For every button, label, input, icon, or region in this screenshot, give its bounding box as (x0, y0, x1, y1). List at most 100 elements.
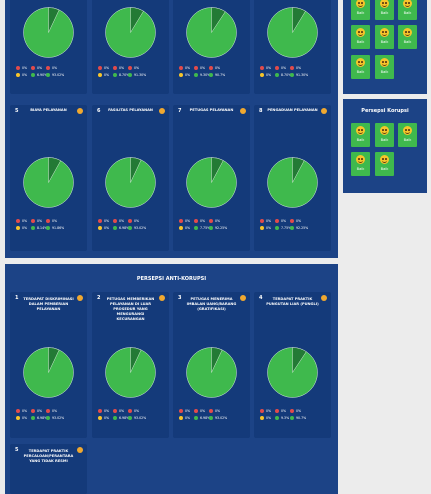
rating-tile[interactable]: Baik (351, 123, 370, 147)
legend-dot-icon (194, 415, 198, 420)
stat-value: 0% (119, 408, 125, 413)
stat-value: 0% (104, 65, 110, 70)
info-badge-icon[interactable] (240, 295, 246, 301)
pie-slice (130, 157, 142, 183)
legend-dot-icon (31, 72, 35, 77)
tile-label: Baik (380, 40, 389, 44)
rating-tile[interactable]: Baik (375, 55, 394, 79)
pie-chart (23, 347, 74, 398)
pie-slice (292, 157, 305, 183)
stat-value: 0% (104, 225, 110, 230)
rating-tile[interactable]: Baik (351, 0, 370, 20)
rating-tile[interactable]: Baik (375, 0, 394, 20)
stats-legend: 0% 0% 0% 0% 7.75% 92.25% (179, 217, 246, 231)
stat-value: 0% (22, 225, 28, 230)
info-badge-icon[interactable] (321, 295, 327, 301)
stats-row: 0% 7.75% 92.25% (179, 224, 246, 231)
stat-value: 6.98% (119, 415, 130, 420)
stat-value: 0% (22, 415, 28, 420)
stat-value: 90.7% (296, 415, 307, 420)
stat-value: 0% (281, 218, 287, 223)
legend-dot-icon (31, 65, 35, 70)
survey-card: 6 FASILITAS PELAYANAN 0% 0% 0% 0% 6.98% 93.02% (92, 105, 169, 251)
legend-dot-icon (209, 225, 213, 230)
stats-legend: 0% 0% 0% 0% 9.3% 90.7% (260, 407, 327, 421)
legend-dot-icon (260, 218, 264, 223)
stats-legend: 0% 0% 0% 0% 6.98% 93.02% (179, 407, 246, 421)
pie-slice (48, 347, 60, 373)
stat-value: 92.25% (296, 225, 309, 230)
legend-dot-icon (46, 415, 50, 420)
legend-dot-icon (290, 218, 294, 223)
rating-tile[interactable]: Baik (375, 152, 394, 176)
stats-row: 0% 7.75% 92.25% (260, 224, 327, 231)
info-badge-icon[interactable] (77, 447, 83, 453)
pie-chart (186, 157, 237, 208)
legend-dot-icon (290, 408, 294, 413)
legend-dot-icon (113, 225, 117, 230)
rating-tile[interactable]: Baik (375, 123, 394, 147)
pie-slice (211, 7, 226, 34)
pie-slice (48, 7, 60, 33)
pie-chart (23, 157, 74, 208)
card-number: 3 (178, 295, 182, 301)
legend-dot-icon (194, 218, 198, 223)
smiley-face-icon (380, 126, 389, 135)
rating-tile[interactable]: Baik (375, 25, 394, 49)
survey-card: 0% 0% 0% 0% 9.30% 90.7% (173, 0, 250, 94)
info-badge-icon[interactable] (77, 108, 83, 114)
pie-chart (105, 7, 156, 58)
stat-value: 0% (104, 218, 110, 223)
rating-tile[interactable]: Baik (398, 0, 417, 20)
stat-value: 0% (22, 65, 28, 70)
stat-value: 8.14% (37, 225, 48, 230)
stat-value: 0% (266, 65, 272, 70)
stats-legend: 0% 0% 0% 0% 9.30% 90.7% (179, 64, 246, 78)
stats-row: 0% 0% 0% (260, 407, 327, 414)
info-badge-icon[interactable] (321, 108, 327, 114)
legend-dot-icon (209, 65, 213, 70)
tile-label: Baik (403, 11, 412, 15)
stats-legend: 0% 0% 0% 0% 8.70% 91.30% (98, 64, 165, 78)
card-number: 7 (178, 108, 182, 114)
stat-value: 0% (52, 218, 58, 223)
stat-value: 8.70% (281, 72, 292, 77)
legend-dot-icon (275, 65, 279, 70)
stats-row: 0% 8.70% 91.30% (98, 71, 165, 78)
rating-tile[interactable]: Baik (351, 25, 370, 49)
stats-legend: 0% 0% 0% 0% 8.70% 91.30% (260, 64, 327, 78)
stats-row: 0% 0% 0% (179, 217, 246, 224)
rating-tile[interactable]: Baik (398, 123, 417, 147)
pie-slice (130, 7, 144, 34)
legend-dot-icon (46, 65, 50, 70)
legend-dot-icon (16, 415, 20, 420)
rating-tile[interactable]: Baik (351, 55, 370, 79)
legend-dot-icon (98, 218, 102, 223)
stat-value: 0% (200, 408, 206, 413)
stats-row: 0% 8.70% 91.30% (260, 71, 327, 78)
stat-value: 0% (134, 408, 140, 413)
legend-dot-icon (275, 415, 279, 420)
stat-value: 0% (281, 408, 287, 413)
pie-chart (105, 347, 156, 398)
legend-dot-icon (128, 218, 132, 223)
legend-dot-icon (275, 218, 279, 223)
info-badge-icon[interactable] (77, 295, 83, 301)
stats-row: 0% 0% 0% (16, 217, 83, 224)
info-badge-icon[interactable] (240, 108, 246, 114)
info-badge-icon[interactable] (159, 295, 165, 301)
legend-dot-icon (128, 408, 132, 413)
stat-value: 0% (37, 408, 43, 413)
legend-dot-icon (290, 415, 294, 420)
info-badge-icon[interactable] (159, 108, 165, 114)
stats-row: 0% 0% 0% (179, 407, 246, 414)
rating-tile[interactable]: Baik (351, 152, 370, 176)
legend-dot-icon (98, 65, 102, 70)
stat-value: 0% (200, 65, 206, 70)
legend-dot-icon (179, 225, 183, 230)
card-number: 4 (259, 295, 263, 301)
legend-dot-icon (260, 65, 264, 70)
rating-tile[interactable]: Baik (398, 25, 417, 49)
legend-dot-icon (179, 415, 183, 420)
stat-value: 0% (134, 65, 140, 70)
